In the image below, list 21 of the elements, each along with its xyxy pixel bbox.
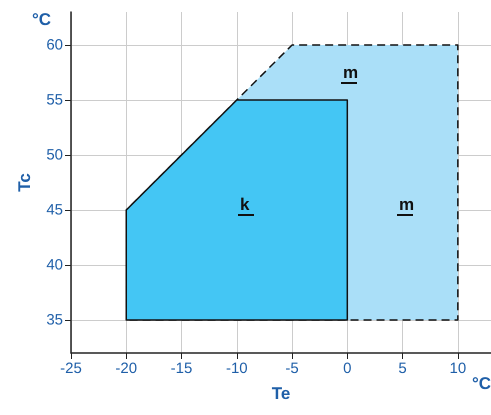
y-axis-title: Tc bbox=[15, 173, 34, 192]
annotation: m bbox=[399, 195, 414, 214]
y-tick-label: 55 bbox=[46, 92, 63, 108]
text: °C bbox=[32, 10, 52, 29]
x-tick-label: 10 bbox=[450, 360, 466, 377]
y-tick-label: 50 bbox=[46, 146, 63, 164]
x-tick-label: -25 bbox=[60, 360, 82, 377]
x-axis-title: Te bbox=[272, 384, 290, 403]
y-tick-label: 35 bbox=[46, 312, 63, 328]
y-tick-label: 40 bbox=[46, 256, 63, 274]
annotation: m bbox=[343, 63, 358, 82]
y-tick-label: 45 bbox=[46, 202, 63, 218]
x-tick-label: -15 bbox=[170, 360, 192, 377]
x-tick-label: 0 bbox=[343, 360, 352, 377]
x-tick-label: -5 bbox=[285, 360, 299, 377]
annotation: k bbox=[240, 195, 250, 214]
text: °C bbox=[472, 374, 491, 393]
y-tick-label: 60 bbox=[46, 36, 63, 54]
x-tick-label: -20 bbox=[115, 360, 138, 377]
x-tick-label: 5 bbox=[398, 360, 407, 377]
x-tick-label: -10 bbox=[226, 360, 248, 377]
